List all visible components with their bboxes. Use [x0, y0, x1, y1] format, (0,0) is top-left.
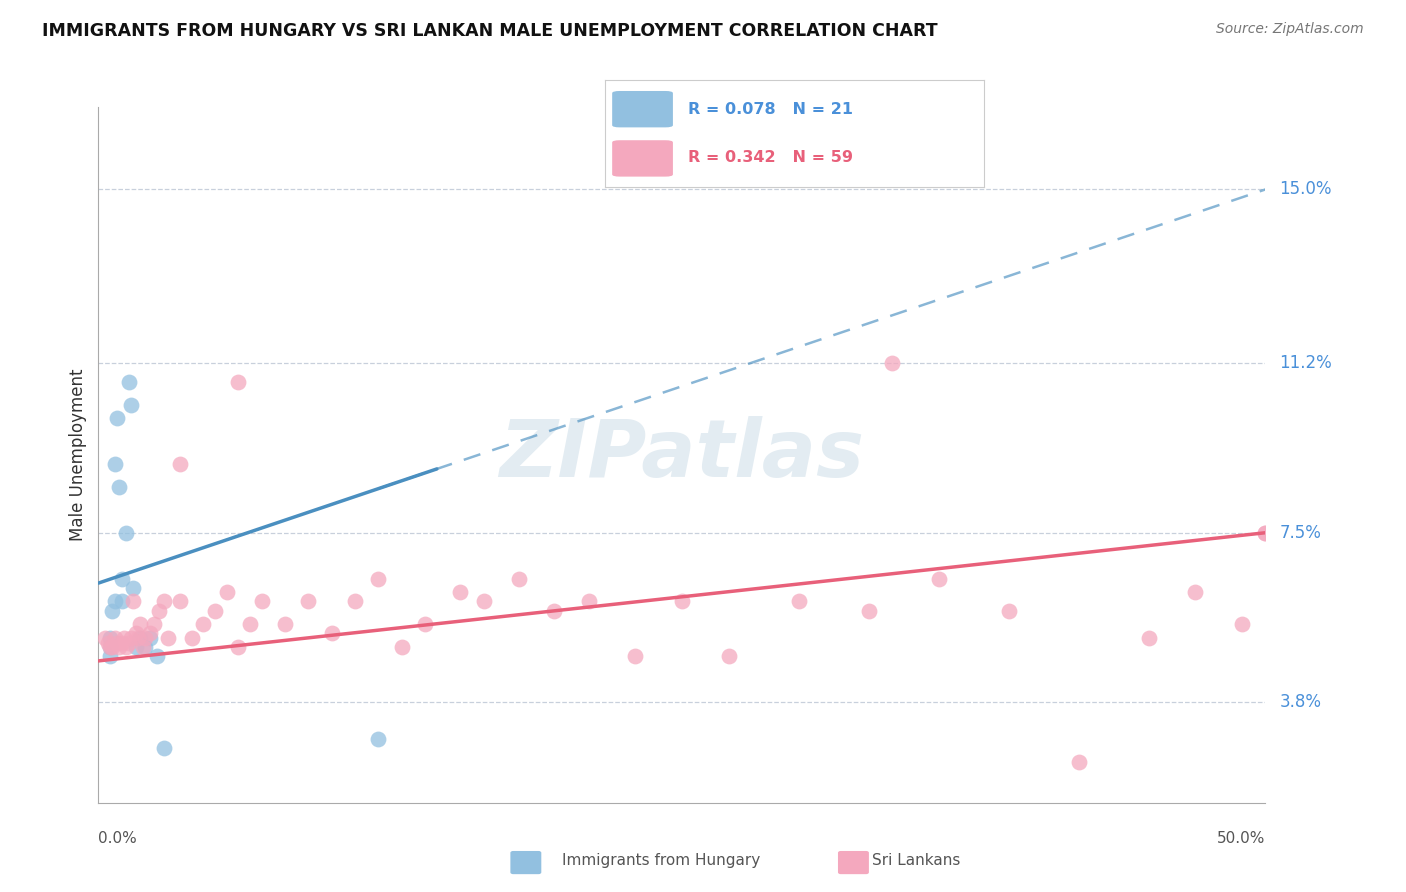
- Point: [108, 640, 131, 655]
- Point: [344, 594, 367, 608]
- Point: [98, 640, 121, 655]
- Point: [997, 603, 1019, 617]
- Point: [112, 631, 135, 645]
- Text: Immigrants from Hungary: Immigrants from Hungary: [562, 854, 761, 868]
- Text: 7.5%: 7.5%: [1279, 524, 1322, 541]
- Point: [118, 635, 141, 649]
- Y-axis label: Male Unemployment: Male Unemployment: [69, 368, 87, 541]
- Point: [858, 603, 880, 617]
- Point: [180, 631, 202, 645]
- Point: [215, 585, 238, 599]
- Point: [1184, 585, 1206, 599]
- Text: 0.0%: 0.0%: [98, 830, 138, 846]
- Text: Source: ZipAtlas.com: Source: ZipAtlas.com: [1216, 22, 1364, 37]
- Point: [1254, 525, 1277, 540]
- Point: [367, 731, 389, 746]
- Point: [391, 640, 413, 655]
- Point: [880, 356, 903, 370]
- Point: [239, 617, 262, 632]
- Point: [104, 631, 127, 645]
- Point: [152, 594, 174, 608]
- Point: [97, 635, 120, 649]
- Text: 3.8%: 3.8%: [1279, 693, 1322, 711]
- Point: [413, 617, 436, 632]
- Point: [98, 649, 121, 664]
- Point: [143, 617, 166, 632]
- Point: [101, 640, 124, 655]
- Point: [111, 572, 134, 586]
- Point: [367, 572, 389, 586]
- Text: 15.0%: 15.0%: [1279, 180, 1331, 198]
- Point: [472, 594, 495, 608]
- Point: [671, 594, 693, 608]
- Text: R = 0.078   N = 21: R = 0.078 N = 21: [688, 102, 853, 117]
- FancyBboxPatch shape: [612, 91, 673, 128]
- Point: [122, 581, 145, 595]
- Point: [115, 525, 138, 540]
- Point: [717, 649, 740, 664]
- Point: [125, 626, 148, 640]
- Point: [321, 626, 343, 640]
- Point: [228, 640, 250, 655]
- Point: [228, 375, 250, 389]
- Point: [193, 617, 215, 632]
- Point: [125, 640, 148, 655]
- Point: [111, 594, 134, 608]
- Point: [297, 594, 319, 608]
- Point: [1067, 755, 1090, 769]
- Point: [115, 640, 138, 655]
- Point: [129, 631, 152, 645]
- Point: [169, 457, 191, 471]
- Point: [449, 585, 471, 599]
- Point: [118, 375, 141, 389]
- Point: [98, 631, 121, 645]
- Point: [122, 594, 145, 608]
- Point: [105, 411, 128, 425]
- Text: IMMIGRANTS FROM HUNGARY VS SRI LANKAN MALE UNEMPLOYMENT CORRELATION CHART: IMMIGRANTS FROM HUNGARY VS SRI LANKAN MA…: [42, 22, 938, 40]
- Point: [120, 398, 142, 412]
- Point: [134, 640, 156, 655]
- Point: [111, 635, 134, 649]
- Point: [94, 631, 117, 645]
- Point: [928, 572, 950, 586]
- Point: [148, 603, 170, 617]
- Point: [108, 480, 131, 494]
- Point: [1254, 525, 1277, 540]
- Point: [169, 594, 191, 608]
- Point: [139, 631, 162, 645]
- Point: [152, 740, 174, 755]
- Point: [129, 617, 152, 632]
- Point: [146, 649, 169, 664]
- Point: [204, 603, 226, 617]
- Point: [1137, 631, 1160, 645]
- Point: [787, 594, 810, 608]
- Point: [127, 631, 149, 645]
- Point: [543, 603, 565, 617]
- Point: [624, 649, 647, 664]
- Point: [101, 603, 124, 617]
- Point: [134, 631, 156, 645]
- Text: ZIPatlas: ZIPatlas: [499, 416, 865, 494]
- Point: [508, 572, 530, 586]
- Point: [578, 594, 600, 608]
- Text: R = 0.342   N = 59: R = 0.342 N = 59: [688, 150, 853, 165]
- Text: 50.0%: 50.0%: [1218, 830, 1265, 846]
- Point: [250, 594, 273, 608]
- Point: [139, 626, 162, 640]
- FancyBboxPatch shape: [612, 140, 673, 177]
- Point: [104, 457, 127, 471]
- Point: [157, 631, 180, 645]
- Point: [98, 640, 121, 655]
- Point: [1230, 617, 1253, 632]
- Point: [132, 640, 155, 655]
- Text: 11.2%: 11.2%: [1279, 354, 1331, 372]
- Text: Sri Lankans: Sri Lankans: [872, 854, 960, 868]
- Point: [104, 594, 127, 608]
- Point: [274, 617, 297, 632]
- Point: [105, 635, 128, 649]
- Point: [120, 631, 142, 645]
